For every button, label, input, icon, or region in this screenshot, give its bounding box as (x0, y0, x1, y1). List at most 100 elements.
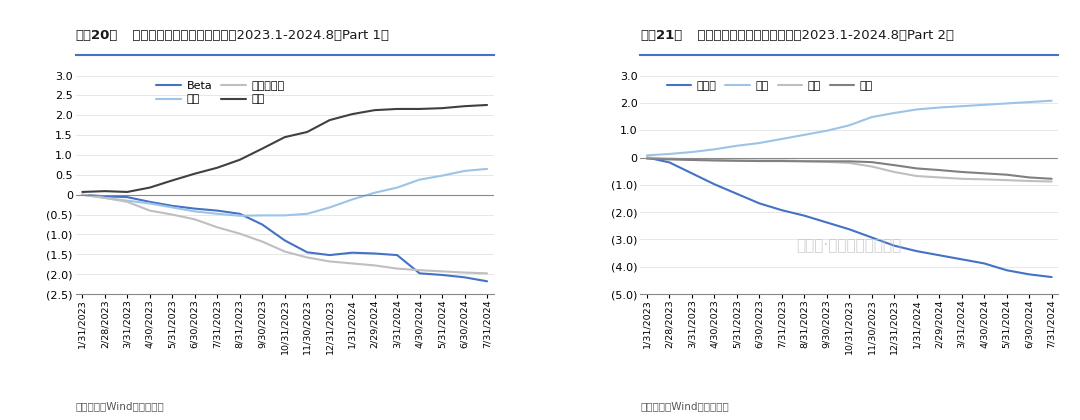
价值 (368, 108, 381, 113)
杠杆 (1045, 176, 1058, 181)
残差波动率 (368, 263, 381, 268)
流动性 (730, 191, 743, 196)
Beta (300, 250, 313, 255)
Beta (98, 194, 111, 199)
成长 (730, 158, 743, 163)
动量 (121, 198, 134, 203)
动量 (368, 190, 381, 195)
流动性 (775, 207, 788, 213)
Beta (435, 273, 448, 278)
成长 (888, 169, 901, 174)
残差波动率 (435, 269, 448, 274)
价值 (435, 106, 448, 111)
Line: 成长: 成长 (647, 158, 1052, 181)
Beta (166, 203, 179, 208)
价值 (391, 106, 404, 111)
盈利 (977, 102, 990, 108)
Legend: 流动性, 盈利, 成长, 杠杆: 流动性, 盈利, 成长, 杠杆 (666, 81, 873, 91)
残差波动率 (211, 225, 224, 230)
价值 (481, 102, 494, 108)
价值 (121, 189, 134, 194)
杠杆 (753, 158, 766, 163)
价值 (233, 157, 246, 162)
残差波动率 (481, 271, 494, 276)
流动性 (821, 220, 834, 225)
成长 (910, 173, 923, 178)
动量 (256, 213, 269, 218)
成长 (1045, 179, 1058, 184)
动量 (481, 166, 494, 171)
杠杆 (730, 158, 743, 163)
Beta (144, 200, 157, 205)
价值 (211, 165, 224, 170)
动量 (435, 173, 448, 178)
成长 (977, 177, 990, 182)
Beta (458, 275, 471, 280)
残差波动率 (414, 268, 427, 273)
Beta (279, 238, 292, 243)
流动性 (753, 201, 766, 206)
Beta (368, 251, 381, 256)
盈利 (753, 141, 766, 146)
Text: 非市值类因子累积超额暴露（2023.1-2024.8，Part 1）: 非市值类因子累积超额暴露（2023.1-2024.8，Part 1） (124, 29, 389, 42)
Beta (481, 279, 494, 284)
杠杆 (910, 166, 923, 171)
盈利 (821, 128, 834, 133)
流动性 (798, 213, 811, 218)
动量 (300, 211, 313, 216)
盈利 (1000, 101, 1013, 106)
杠杆 (955, 169, 968, 174)
盈利 (865, 115, 878, 120)
动量 (414, 177, 427, 182)
盈利 (798, 132, 811, 137)
Line: 杠杆: 杠杆 (647, 159, 1052, 179)
Line: 价值: 价值 (82, 105, 487, 192)
残差波动率 (98, 195, 111, 200)
残差波动率 (256, 239, 269, 244)
盈利 (888, 110, 901, 116)
Text: 非市值类因子累积超额暴露（2023.1-2024.8，Part 2）: 非市值类因子累积超额暴露（2023.1-2024.8，Part 2） (689, 29, 954, 42)
价值 (346, 112, 359, 117)
盈利 (1045, 98, 1058, 103)
动量 (391, 185, 404, 190)
杠杆 (977, 171, 990, 176)
价值 (323, 118, 336, 123)
残差波动率 (121, 200, 134, 205)
Text: 资料来源：Wind，华泰研究: 资料来源：Wind，华泰研究 (640, 402, 729, 412)
流动性 (977, 261, 990, 266)
Beta (233, 211, 246, 216)
Line: 流动性: 流动性 (647, 158, 1052, 277)
残差波动率 (300, 255, 313, 260)
成长 (1023, 178, 1036, 184)
流动性 (933, 253, 946, 258)
盈利 (910, 107, 923, 112)
残差波动率 (279, 249, 292, 254)
价值 (458, 104, 471, 109)
盈利 (933, 105, 946, 110)
Line: 动量: 动量 (82, 169, 487, 216)
杠杆 (775, 158, 788, 163)
杠杆 (707, 158, 720, 163)
残差波动率 (144, 208, 157, 213)
Beta (211, 208, 224, 213)
杠杆 (1000, 172, 1013, 177)
成长 (663, 156, 676, 161)
流动性 (707, 182, 720, 187)
Line: 盈利: 盈利 (647, 101, 1052, 155)
成长 (640, 155, 653, 160)
盈利 (686, 150, 699, 155)
流动性 (1045, 275, 1058, 280)
动量 (76, 192, 89, 197)
杠杆 (1023, 175, 1036, 180)
Beta (323, 252, 336, 257)
杠杆 (798, 159, 811, 164)
成长 (753, 158, 766, 163)
动量 (166, 205, 179, 210)
残差波动率 (346, 261, 359, 266)
Legend: Beta, 动量, 残差波动率, 价值: Beta, 动量, 残差波动率, 价值 (157, 81, 284, 105)
流动性 (686, 171, 699, 176)
动量 (279, 213, 292, 218)
价值 (300, 129, 313, 134)
价值 (76, 189, 89, 194)
盈利 (1023, 100, 1036, 105)
